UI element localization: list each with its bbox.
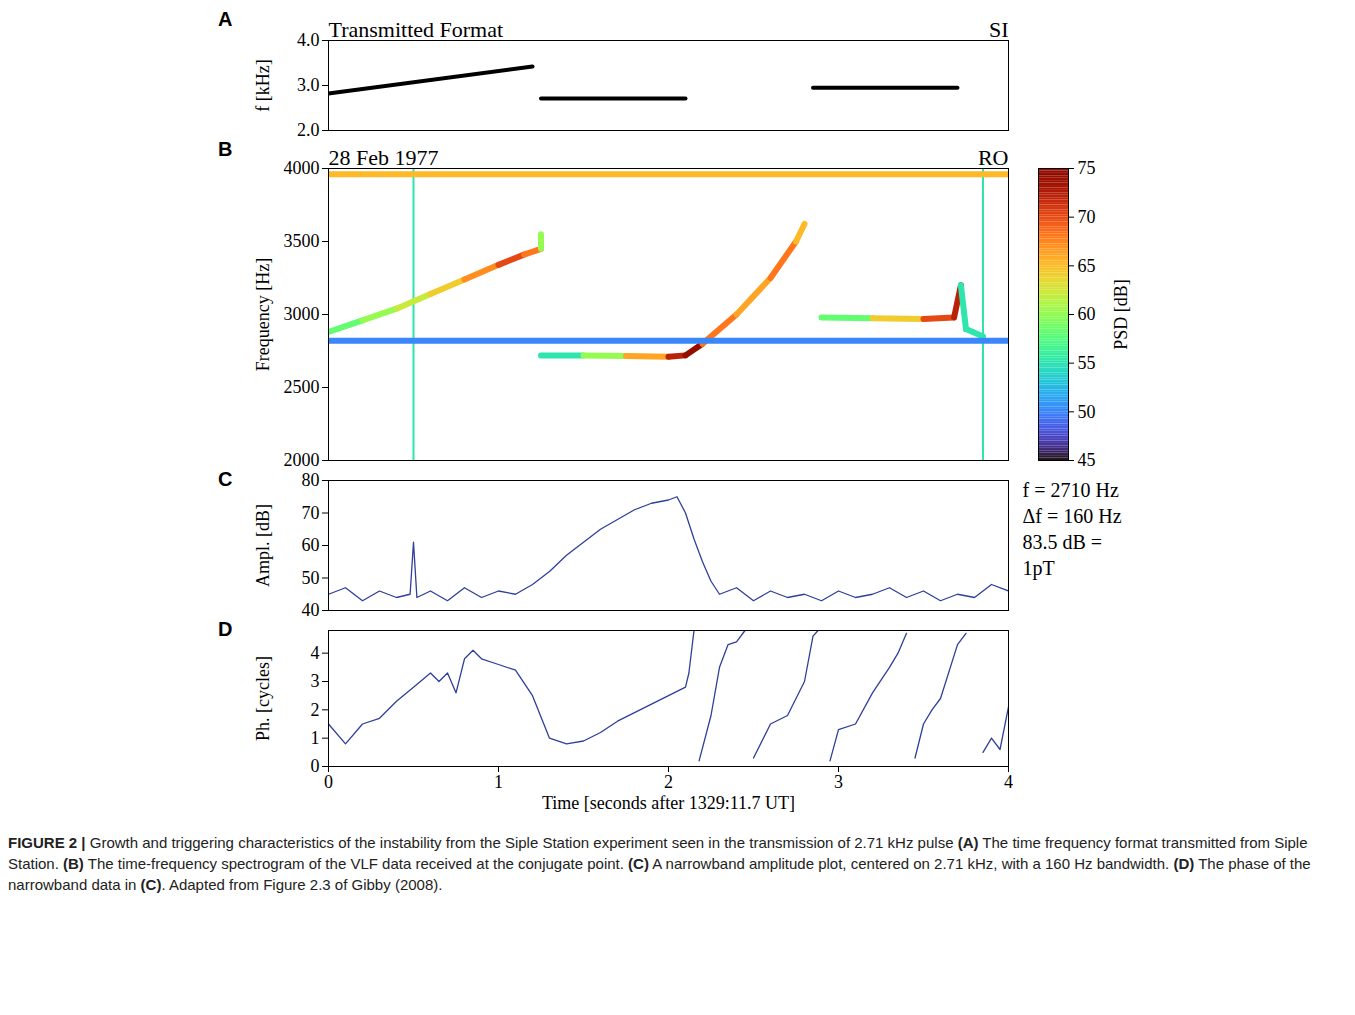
svg-text:Frequency [Hz]: Frequency [Hz] [253, 258, 273, 371]
svg-text:Ph. [cycles]: Ph. [cycles] [253, 656, 273, 741]
html-text:D: D [218, 618, 233, 640]
svg-text:f = 2710 Hz: f = 2710 Hz [1023, 479, 1119, 501]
svg-text:0: 0 [324, 772, 333, 792]
svg-text:50: 50 [1078, 402, 1096, 422]
svg-text:83.5 dB =: 83.5 dB = [1023, 531, 1103, 553]
svg-text:f [kHz]: f [kHz] [253, 59, 273, 111]
svg-text:80: 80 [302, 470, 320, 490]
svg-text:1: 1 [311, 728, 320, 748]
html-text:A: A [218, 8, 233, 30]
svg-text:2500: 2500 [284, 377, 320, 397]
svg-text:75: 75 [1078, 158, 1096, 178]
svg-text:0: 0 [311, 756, 320, 776]
svg-text:1pT: 1pT [1023, 557, 1055, 580]
svg-text:Time [seconds after 1329:11.7: Time [seconds after 1329:11.7 UT] [542, 793, 795, 813]
svg-text:70: 70 [1078, 207, 1096, 227]
svg-text:2: 2 [664, 772, 673, 792]
svg-text:4.0: 4.0 [297, 30, 320, 50]
svg-text:PSD [dB]: PSD [dB] [1111, 279, 1131, 350]
svg-text:70: 70 [302, 503, 320, 523]
svg-text:60: 60 [1078, 304, 1096, 324]
svg-text:3000: 3000 [284, 304, 320, 324]
html-text:B: B [218, 138, 233, 160]
svg-text:4: 4 [311, 643, 320, 663]
svg-text:2: 2 [311, 700, 320, 720]
svg-text:4: 4 [1004, 772, 1013, 792]
svg-text:3: 3 [834, 772, 843, 792]
svg-text:40: 40 [301, 600, 320, 621]
svg-text:Δf = 160 Hz: Δf = 160 Hz [1023, 505, 1122, 527]
svg-text:RO: RO [978, 145, 1009, 170]
svg-text:50: 50 [302, 568, 320, 588]
svg-text:Ampl. [dB]: Ampl. [dB] [253, 504, 273, 587]
svg-text:2.0: 2.0 [297, 120, 320, 141]
html-text:C: C [218, 468, 233, 490]
svg-text:3.0: 3.0 [297, 75, 320, 95]
svg-text:55: 55 [1078, 353, 1096, 373]
svg-text:60: 60 [302, 535, 320, 555]
svg-text:Transmitted Format: Transmitted Format [329, 17, 504, 42]
svg-text:28 Feb 1977: 28 Feb 1977 [329, 145, 439, 170]
svg-text:3500: 3500 [284, 231, 320, 251]
svg-text:1: 1 [494, 772, 503, 792]
svg-text:65: 65 [1078, 256, 1096, 276]
svg-text:45: 45 [1077, 450, 1096, 471]
svg-text:3: 3 [311, 671, 320, 691]
svg-text:4000: 4000 [284, 158, 320, 178]
svg-text:SI: SI [989, 17, 1009, 42]
svg-text:2000: 2000 [283, 450, 320, 471]
html-text:FIGURE 2 | Growth and triggeri: FIGURE 2 | Growth and triggering charact… [8, 834, 1311, 893]
